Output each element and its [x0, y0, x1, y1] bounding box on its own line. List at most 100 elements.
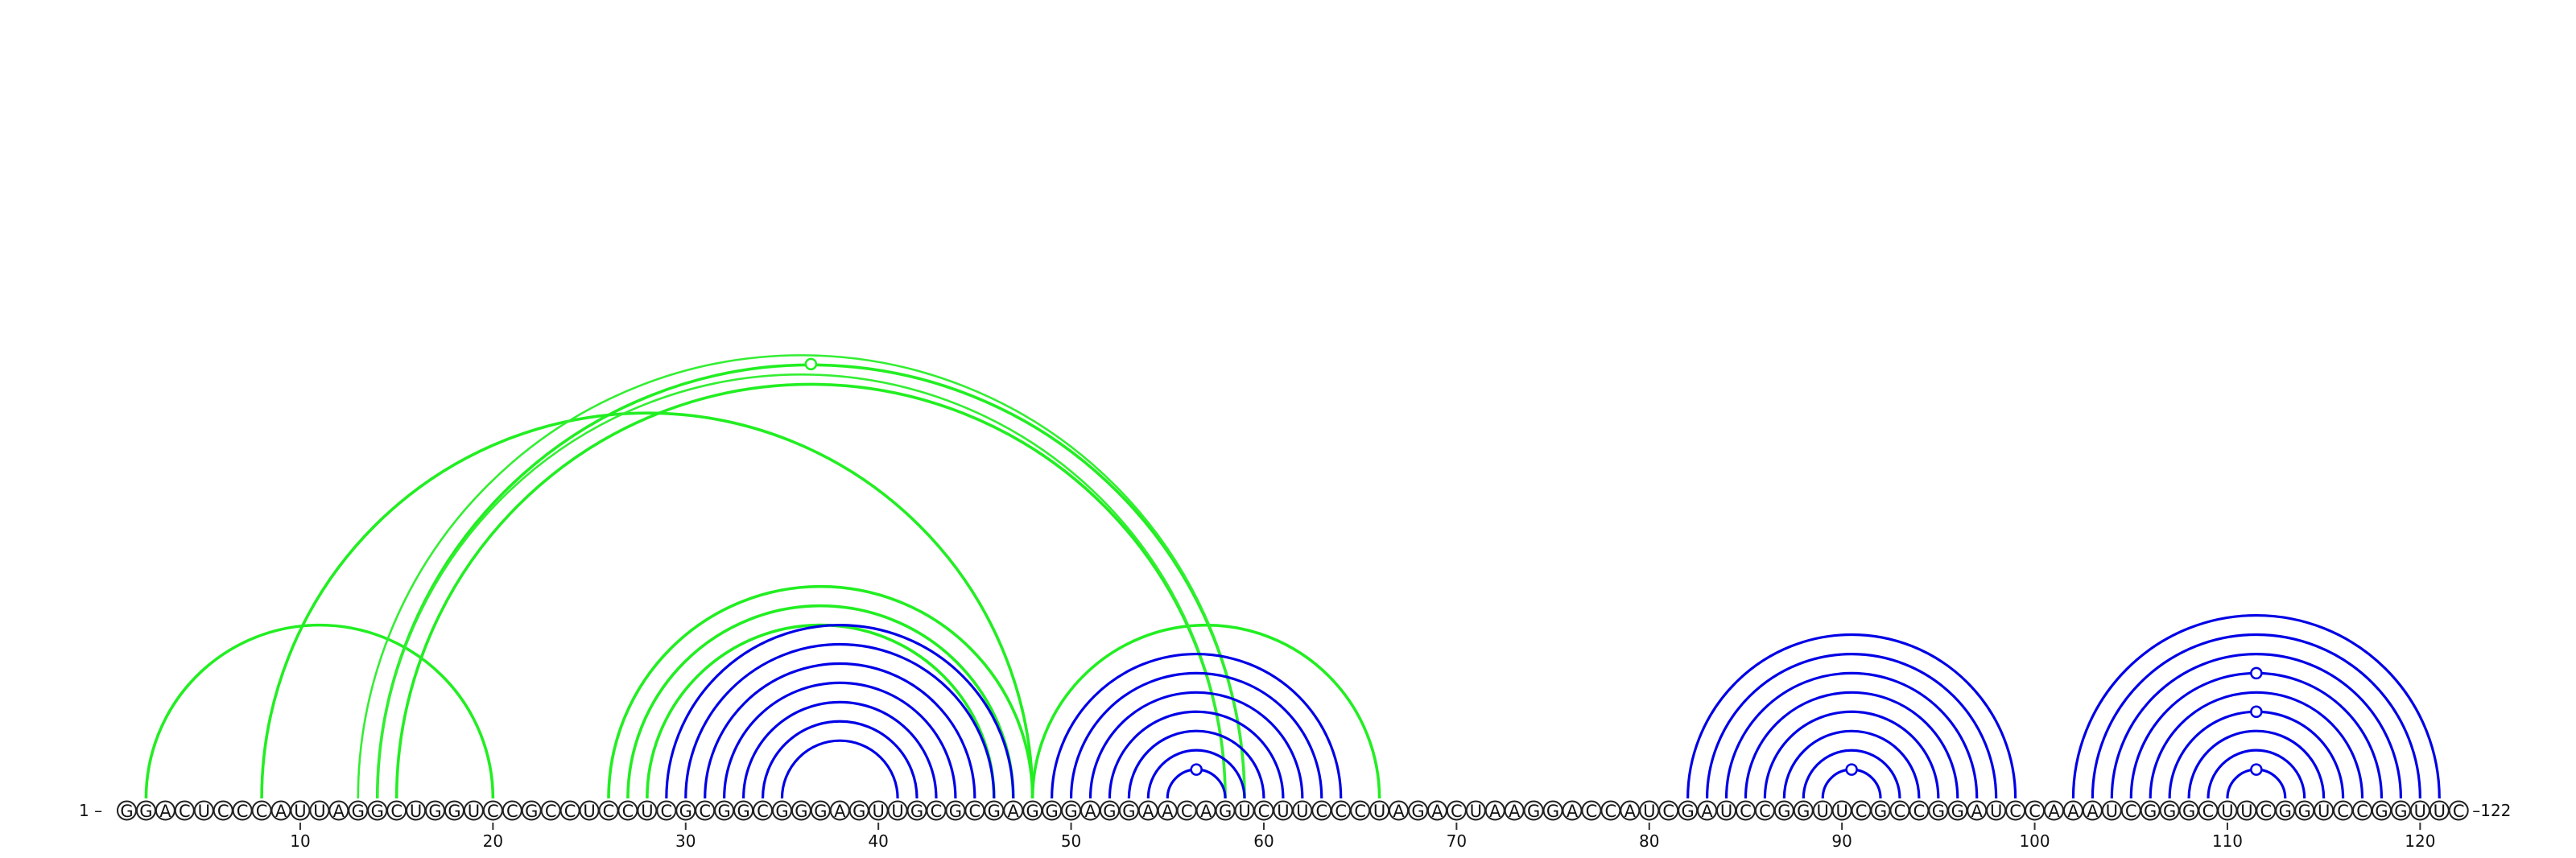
nucleotide-letter: A [1509, 802, 1521, 821]
nucleotide-letter: G [1122, 802, 1135, 821]
nucleotide: A [1967, 800, 1988, 821]
nucleotide: G [984, 800, 1005, 821]
nucleotide-letter: C [2356, 802, 2368, 821]
nucleotide-letter: A [1701, 802, 1713, 821]
nucleotide-letter: G [139, 802, 152, 821]
nucleotide-letter: C [1335, 802, 1347, 821]
nucleotide-letter: G [448, 802, 460, 821]
nucleotide: C [174, 800, 195, 821]
nucleotide-letter: C [1856, 802, 1868, 821]
nucleotide-letter: U [1720, 802, 1732, 821]
nucleotide: G [1678, 800, 1699, 821]
nucleotide: U [463, 800, 484, 821]
nucleotide: C [926, 800, 947, 821]
nucleotide-letter: C [1605, 802, 1617, 821]
nucleotide-letter: A [1008, 802, 1020, 821]
nucleotide: G [1099, 800, 1120, 821]
nucleotide: C [1600, 800, 1621, 821]
nucleotide-letter: C [2125, 802, 2137, 821]
nucleotide-letter: C [1354, 802, 1366, 821]
nucleotide: C [695, 800, 716, 821]
nucleotide: G [2275, 800, 2296, 821]
nucleotide: C [1754, 800, 1775, 821]
nucleotide-letter: C [622, 802, 634, 821]
nucleotide-letter: U [198, 802, 210, 821]
nucleotide: U [309, 800, 330, 821]
nucleotide-letter: U [641, 802, 653, 821]
tick-label: 30 [675, 831, 696, 851]
nucleotide-letter: G [1103, 802, 1116, 821]
nucleotide: U [1831, 800, 1852, 821]
nucleotide-letter: G [2394, 802, 2407, 821]
tick-label: 60 [1253, 831, 1274, 851]
nucleotide-letter: G [525, 802, 538, 821]
nucleotide: G [810, 800, 831, 821]
predicted-pair-arc [1686, 633, 2017, 799]
nucleotide: C [232, 800, 253, 821]
nucleotide: C [1889, 800, 1910, 821]
predicted-pair-arc [704, 662, 976, 799]
nucleotide-letter: C [237, 802, 249, 821]
predicted-pair-arc [1724, 671, 1979, 799]
arc-center-marker [1845, 763, 1858, 776]
position-axis: 10 20 30 40 50 60 70 80 90 100 110 120 [290, 823, 2435, 851]
nucleotide: U [406, 800, 427, 821]
nucleotide: G [714, 800, 735, 821]
nucleotide-circle [2448, 800, 2469, 821]
nucleotide-letter: G [717, 802, 730, 821]
nucleotide: U [1292, 800, 1313, 821]
nucleotide-letter: U [1373, 802, 1385, 821]
nucleotide-letter: A [1489, 802, 1501, 821]
reference-pair-arc [1030, 623, 1381, 799]
nucleotide: G [1042, 800, 1063, 821]
nucleotide-letter: U [1277, 802, 1289, 821]
nucleotide: C [1350, 800, 1371, 821]
reference-pair-arc [376, 373, 1227, 799]
nucleotide: C [753, 800, 774, 821]
nucleotide: G [444, 800, 464, 821]
nucleotide: A [1080, 800, 1100, 821]
nucleotide-letter: U [313, 802, 325, 821]
predicted-pair-arc [1705, 652, 1998, 799]
arc-center-marker [2250, 705, 2263, 719]
nucleotide: A [1620, 800, 1641, 821]
nucleotide: G [117, 800, 137, 821]
predicted-pair-arc [665, 623, 1015, 799]
nucleotide-letter: C [2202, 802, 2215, 821]
nucleotide-letter: G [352, 802, 365, 821]
nucleotide-letter: A [1567, 802, 1579, 821]
nucleotide: G [771, 800, 792, 821]
nucleotide-letter: C [2337, 802, 2349, 821]
nucleotide-letter: C [1181, 802, 1193, 821]
nucleotide-letter: C [757, 802, 769, 821]
predicted-pair-arc [2071, 614, 2441, 799]
tick-label: 90 [1831, 831, 1852, 851]
nucleotide-letter: U [1238, 802, 1250, 821]
nucleotide: A [2062, 800, 2083, 821]
nucleotide-letter: U [2434, 802, 2446, 821]
nucleotide-letter: G [2375, 802, 2388, 821]
nucleotide-letter: U [1470, 802, 1482, 821]
nucleotide: C [1735, 800, 1756, 821]
nucleotide-letter: G [120, 802, 133, 821]
nucleotide-letter: G [679, 802, 692, 821]
nucleotide: G [2140, 800, 2161, 821]
nucleotide-letter: C [545, 802, 557, 821]
reference-pair-arc [394, 382, 1227, 799]
end-label: –122 [2472, 801, 2511, 820]
nucleotide-letter: C [2453, 802, 2465, 821]
nucleotide: G [1523, 800, 1544, 821]
nucleotide: G [1870, 800, 1891, 821]
nucleotide-letter: G [2298, 802, 2311, 821]
nucleotide: A [1562, 800, 1583, 821]
nucleotide-letter: C [1740, 802, 1752, 821]
nucleotide: C [1176, 800, 1197, 821]
predicted-pair-arc [1802, 749, 1901, 799]
nucleotide-letter: U [468, 802, 480, 821]
nucleotide-letter: C [487, 802, 499, 821]
predicted-pair-arc [2168, 710, 2345, 799]
nucleotide: G [425, 800, 446, 821]
nucleotide-letter: C [1258, 802, 1270, 821]
predicted-pair-arc [761, 720, 919, 799]
nucleotide-letter: G [2144, 802, 2157, 821]
